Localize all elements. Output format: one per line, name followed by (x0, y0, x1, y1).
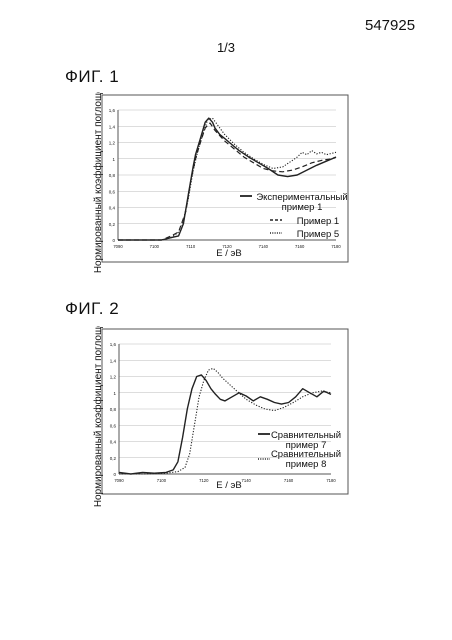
y-tick-label: 1 (113, 391, 116, 396)
y-tick-label: 1,6 (109, 108, 116, 113)
patent-number: 547925 (365, 17, 415, 34)
x-tick-label: 7120 (199, 478, 209, 483)
y-axis-label: Нормированный коэффициент поглощения (92, 326, 104, 507)
figure-1-chart: 00,20,40,60,811,21,41,670907100711071207… (0, 92, 452, 277)
x-axis-label: E / эВ (216, 480, 241, 491)
y-tick-label: 0 (112, 238, 115, 243)
y-tick-label: 1,4 (109, 124, 116, 129)
y-axis-label: Нормированный коэффициент поглощения (92, 92, 104, 273)
y-tick-label: 0,2 (109, 222, 116, 227)
y-tick-label: 1,4 (110, 358, 117, 363)
x-tick-label: 7090 (114, 478, 124, 483)
legend-label-2: Сравнительныйпример 8 (271, 449, 341, 470)
legend-label-1: Экспериментальныйпример 1 (256, 192, 347, 213)
legend-label-3: Пример 5 (297, 229, 339, 240)
figure-1-label: ФИГ. 1 (65, 67, 119, 87)
y-tick-label: 1,6 (110, 342, 117, 347)
y-tick-label: 0,6 (109, 189, 116, 194)
y-tick-label: 1,2 (109, 141, 116, 146)
y-tick-label: 0,2 (110, 456, 117, 461)
y-tick-label: 1,2 (110, 375, 117, 380)
y-tick-label: 0,6 (110, 423, 117, 428)
y-tick-label: 1 (112, 157, 115, 162)
x-tick-label: 7090 (113, 244, 123, 249)
legend-label-1: Сравнительныйпример 7 (271, 430, 341, 451)
x-tick-label: 7100 (157, 478, 167, 483)
x-tick-label: 7140 (259, 244, 269, 249)
x-tick-label: 7160 (284, 478, 294, 483)
x-tick-label: 7180 (326, 478, 336, 483)
figure-2-label: ФИГ. 2 (65, 299, 119, 319)
figure-2-chart: 0 0,2 0,4 0,6 0,8 1 1,2 1,4 1,6 7090 7100 7120 7140 7… (0, 326, 452, 511)
y-tick-label: 0 (113, 472, 116, 477)
x-tick-label: 7110 (186, 244, 196, 249)
x-tick-label: 7180 (331, 244, 341, 249)
x-tick-label: 7160 (295, 244, 305, 249)
sheet-number: 1/3 (0, 40, 452, 55)
y-tick-label: 0,4 (109, 206, 116, 211)
x-tick-label: 7100 (150, 244, 160, 249)
x-tick-label: 7140 (242, 478, 252, 483)
y-tick-label: 0,8 (109, 173, 116, 178)
x-axis-label: E / эВ (216, 248, 241, 259)
legend-label-2: Пример 1 (297, 216, 339, 227)
y-tick-label: 0,8 (110, 407, 117, 412)
y-tick-label: 0,4 (110, 440, 117, 445)
